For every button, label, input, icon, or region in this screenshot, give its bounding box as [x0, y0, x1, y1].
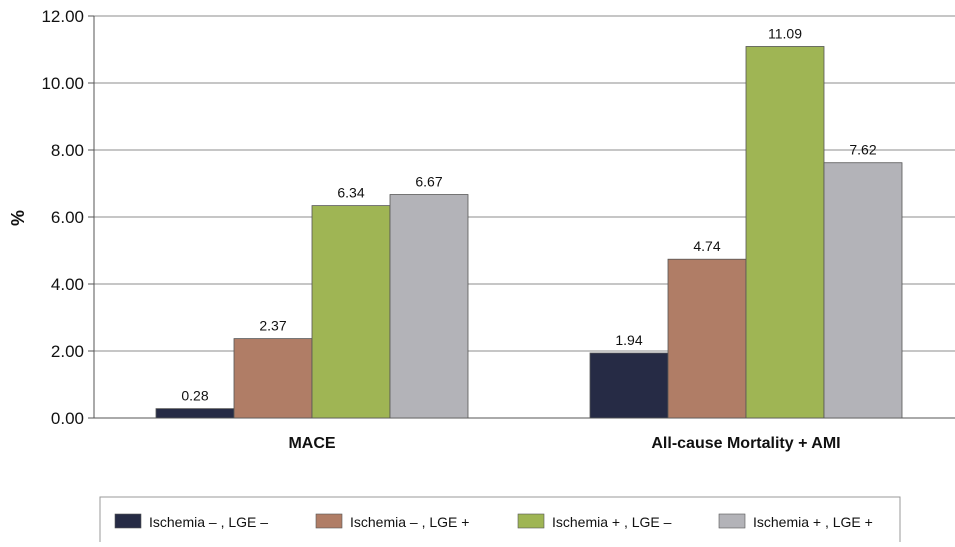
data-label: 6.67 [415, 174, 442, 190]
data-label: 1.94 [615, 332, 642, 348]
bar [589, 352, 669, 419]
legend: Ischemia – , LGE – Ischemia – , LGE + Isch… [99, 496, 901, 546]
data-labels: 0.28 2.37 6.34 6.67 1.94 4.74 11.09 7.62 [181, 25, 876, 403]
data-label: 7.62 [849, 142, 876, 158]
legend-swatch [114, 513, 142, 529]
bar [389, 194, 469, 419]
y-tick-label: 4.00 [51, 275, 84, 294]
y-tick-label: 8.00 [51, 141, 84, 160]
bars [155, 46, 903, 419]
data-label: 2.37 [259, 318, 286, 334]
bar [823, 162, 903, 419]
y-tick-label: 6.00 [51, 208, 84, 227]
legend-label: Ischemia – , LGE + [350, 514, 469, 530]
data-label: 0.28 [181, 388, 208, 404]
legend-label: Ischemia + , LGE – [552, 514, 672, 530]
legend-label: Ischemia + , LGE + [753, 514, 873, 530]
bar [155, 408, 235, 419]
data-label: 4.74 [693, 238, 720, 254]
bar [311, 205, 391, 419]
x-category-label: All-cause Mortality + AMI [651, 435, 840, 452]
y-axis: % 0.00 2.00 4.00 6.00 8.00 10.00 12.00 [8, 7, 955, 428]
bar [667, 258, 747, 419]
bar [745, 46, 825, 419]
data-label: 6.34 [337, 185, 364, 201]
category-labels: MACE All-cause Mortality + AMI [288, 435, 840, 452]
x-category-label: MACE [288, 435, 335, 452]
bar [233, 338, 313, 419]
y-tick-label: 10.00 [41, 74, 84, 93]
legend-swatch [517, 513, 545, 529]
y-tick-label: 12.00 [41, 7, 84, 26]
y-tick-label: 2.00 [51, 342, 84, 361]
legend-label: Ischemia – , LGE – [149, 514, 268, 530]
legend-swatch [718, 513, 746, 529]
data-label: 11.09 [768, 25, 802, 41]
y-tick-label: 0.00 [51, 409, 84, 428]
legend-swatch [315, 513, 343, 529]
y-axis-label: % [8, 210, 28, 226]
